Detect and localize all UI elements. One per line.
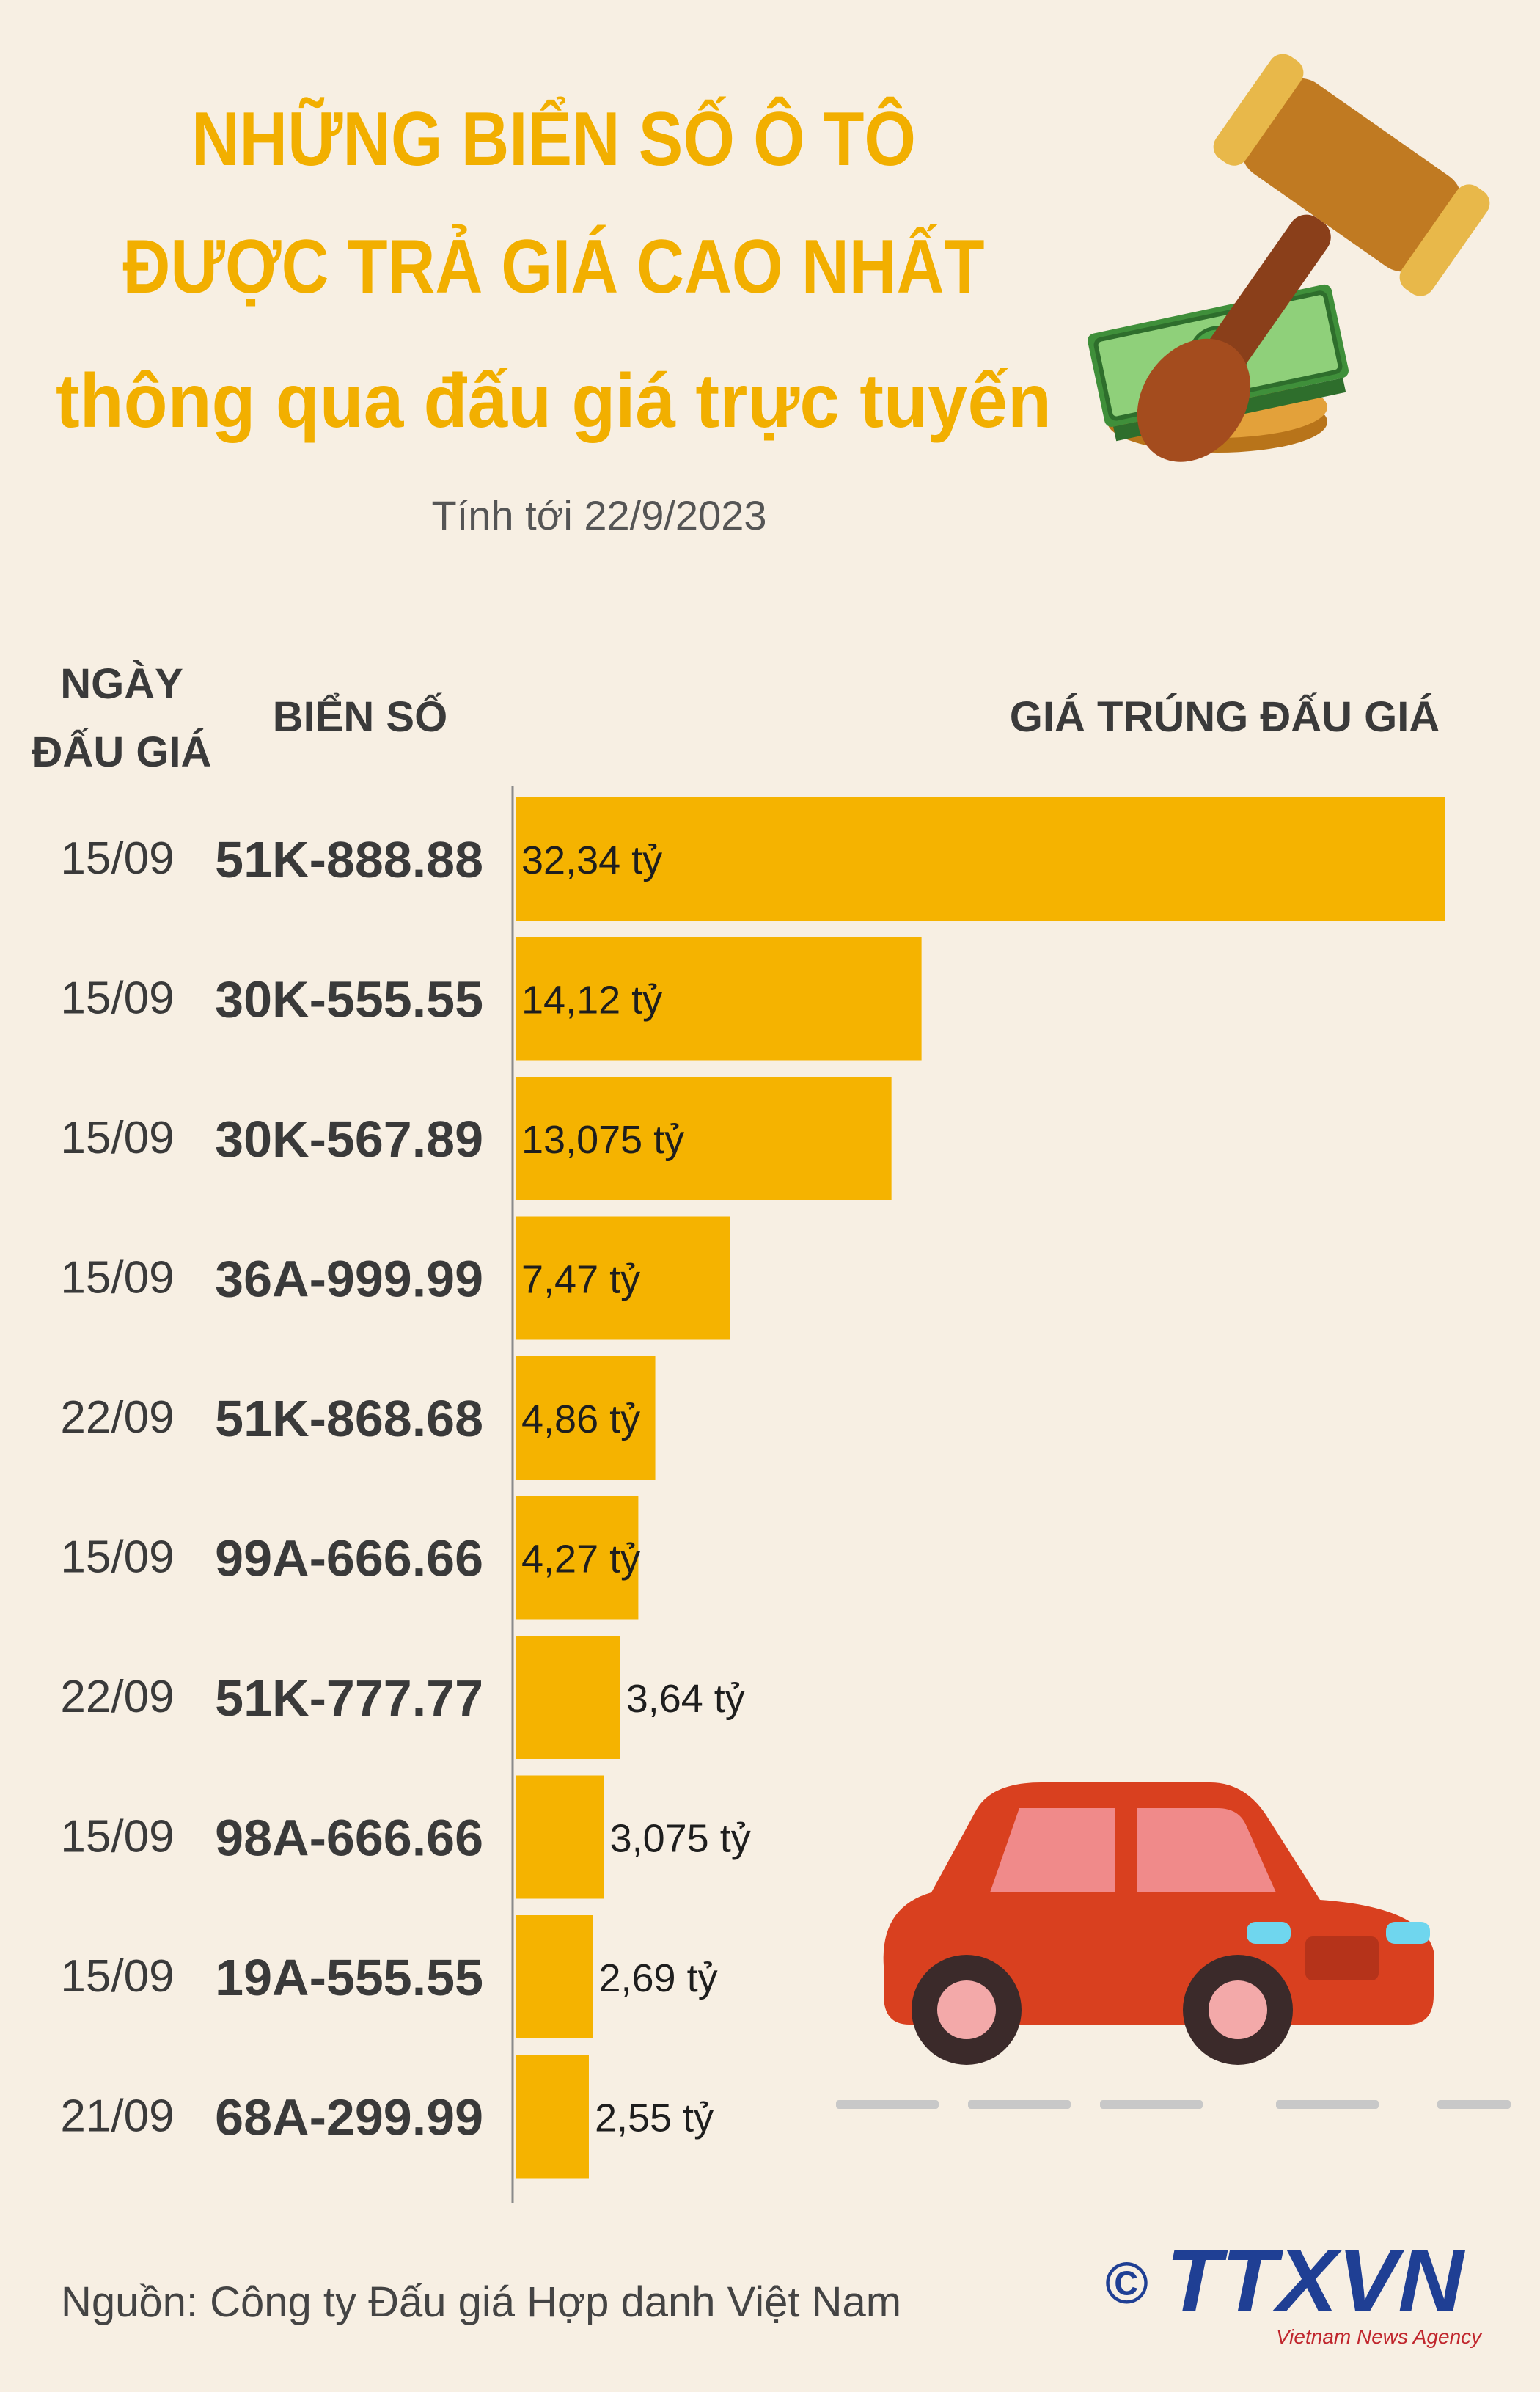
- logo-tagline: Vietnam News Agency: [1276, 2325, 1483, 2348]
- value-label: 4,27 tỷ: [521, 1537, 640, 1581]
- source: Nguồn: Công ty Đấu giá Hợp danh Việt Nam: [61, 2278, 901, 2326]
- logo-name: TTXVN: [1166, 2231, 1465, 2330]
- bar: [516, 1496, 639, 1620]
- column-header: ĐẤU GIÁ: [32, 728, 212, 776]
- date-label: 15/09: [60, 1532, 174, 1583]
- category-label: 36A-999.99: [215, 1251, 483, 1308]
- value-label: 3,64 tỷ: [626, 1677, 745, 1721]
- value-label: 3,075 tỷ: [610, 1817, 751, 1861]
- date-label: 15/09: [60, 1812, 174, 1862]
- date-label: 15/09: [60, 973, 174, 1024]
- date-label: 15/09: [60, 1113, 174, 1163]
- category-label: 30K-555.55: [215, 971, 483, 1028]
- date-label: 21/09: [60, 2091, 174, 2142]
- category-label: 51K-888.88: [215, 831, 483, 888]
- value-label: 4,86 tỷ: [521, 1397, 640, 1441]
- category-label: 51K-777.77: [215, 1669, 483, 1727]
- column-header: BIỂN SỐ: [273, 693, 448, 741]
- category-label: 19A-555.55: [215, 1949, 483, 2006]
- value-label: 14,12 tỷ: [521, 979, 662, 1023]
- title-line: thông qua đấu giá trực tuyến: [56, 359, 1052, 444]
- category-label: 98A-666.66: [215, 1810, 483, 1867]
- car-illustration: [836, 1782, 1511, 2109]
- bar: [516, 1356, 656, 1480]
- subtitle: Tính tới 22/9/2023: [431, 492, 766, 538]
- gavel-illustration: [1088, 54, 1490, 462]
- date-label: 15/09: [60, 833, 174, 884]
- value-label: 2,69 tỷ: [598, 1956, 717, 2000]
- date-label: 22/09: [60, 1392, 174, 1443]
- category-label: 30K-567.89: [215, 1111, 483, 1168]
- bar: [516, 937, 922, 1061]
- logo-copyright: ©: [1105, 2250, 1148, 2316]
- column-header: GIÁ TRÚNG ĐẤU GIÁ: [1010, 693, 1440, 741]
- bar: [516, 1216, 730, 1340]
- date-label: 15/09: [60, 1951, 174, 2002]
- bar: [516, 1915, 593, 2038]
- date-label: 22/09: [60, 1672, 174, 1722]
- date-label: 15/09: [60, 1253, 174, 1303]
- column-header: NGÀY: [60, 660, 183, 708]
- value-label: 32,34 tỷ: [521, 838, 662, 882]
- value-label: 7,47 tỷ: [521, 1258, 640, 1302]
- bar: [516, 1077, 892, 1200]
- bar: [516, 1775, 604, 1899]
- value-label: 2,55 tỷ: [595, 2096, 714, 2140]
- category-label: 99A-666.66: [215, 1530, 483, 1587]
- bar: [516, 1636, 620, 1759]
- title-line: NHỮNG BIỂN SỐ Ô TÔ: [191, 96, 916, 182]
- title-line: ĐƯỢC TRẢ GIÁ CAO NHẤT: [123, 224, 985, 310]
- category-label: 51K-868.68: [215, 1390, 483, 1447]
- value-label: 13,075 tỷ: [521, 1118, 684, 1162]
- category-label: 68A-299.99: [215, 2089, 483, 2146]
- bar: [516, 797, 1445, 921]
- bar: [516, 2055, 589, 2179]
